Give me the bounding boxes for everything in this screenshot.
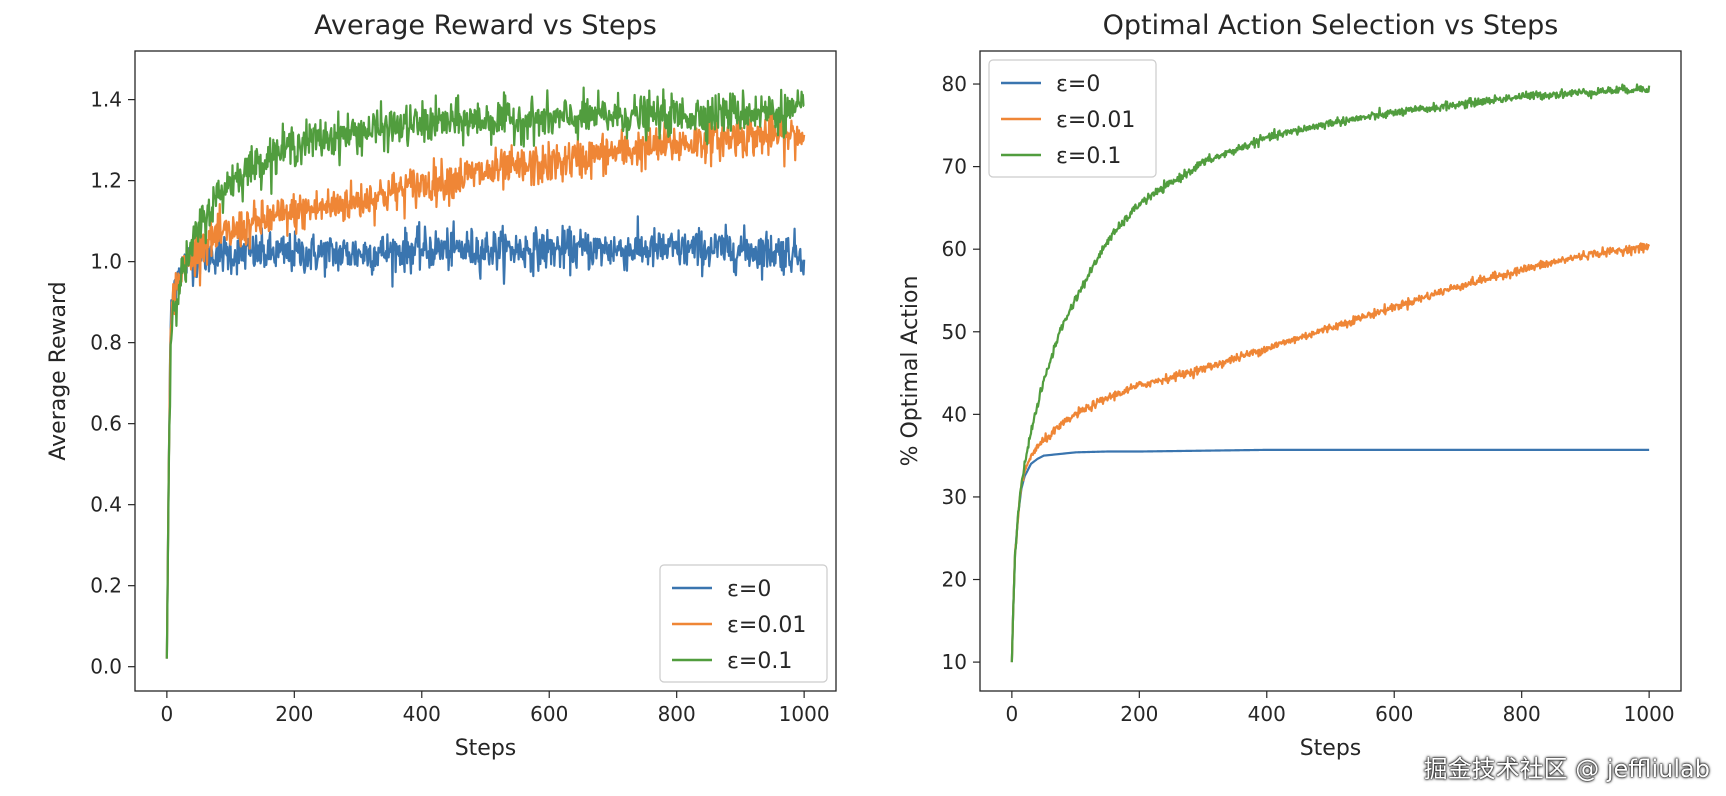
x-tick-label: 1000	[1624, 702, 1675, 726]
y-tick-label: 30	[942, 485, 967, 509]
legend-label: ε=0.1	[727, 649, 792, 674]
y-tick-label: 70	[942, 155, 967, 179]
legend-label: ε=0	[1056, 72, 1100, 97]
y-tick-label: 80	[942, 72, 967, 96]
legend-label: ε=0.1	[1056, 144, 1121, 169]
x-tick-label: 400	[1248, 702, 1286, 726]
series-line-0	[165, 215, 806, 659]
y-axis-label: Average Reward	[46, 281, 71, 460]
x-tick-label: 1000	[779, 702, 830, 726]
x-tick-label: 0	[160, 702, 173, 726]
y-tick-label: 0.6	[90, 412, 122, 436]
plot-frame	[134, 50, 837, 692]
series-line-2	[1010, 83, 1651, 663]
chart-title: Optimal Action Selection vs Steps	[1103, 10, 1559, 41]
series-line-2	[165, 86, 805, 659]
y-tick-label: 10	[942, 650, 967, 674]
legend-box	[659, 564, 828, 683]
x-tick-label: 800	[1503, 702, 1541, 726]
watermark: 掘金技术社区 @ jeffliulab	[1423, 755, 1710, 783]
x-tick-label: 800	[658, 702, 696, 726]
x-tick-label: 600	[530, 702, 568, 726]
plot-frame	[979, 50, 1682, 692]
x-axis-label: Steps	[1300, 736, 1362, 761]
chart-title: Average Reward vs Steps	[314, 10, 657, 41]
legend-label: ε=0.01	[727, 613, 806, 638]
x-tick-label: 400	[403, 702, 441, 726]
legend-label: ε=0	[727, 577, 771, 602]
y-tick-label: 0.2	[90, 574, 122, 598]
optimal-action-chart: 0 200 400 600 800 1000 10 20 30 40 50 60 70 80 Optimal…	[898, 10, 1682, 761]
legend-label: ε=0.01	[1056, 108, 1135, 133]
legend: ε=0 ε=0.01 ε=0.1	[988, 59, 1157, 178]
series-line-0	[1010, 448, 1650, 663]
series-line-1	[1010, 242, 1651, 663]
y-tick-label: 50	[942, 320, 967, 344]
x-tick-label: 0	[1005, 702, 1018, 726]
x-tick-label: 200	[275, 702, 313, 726]
y-tick-label: 20	[942, 568, 967, 592]
y-tick-label: 1.0	[90, 250, 122, 274]
y-tick-label: 0.0	[90, 655, 122, 679]
x-tick-label: 200	[1120, 702, 1158, 726]
x-tick-label: 600	[1375, 702, 1413, 726]
y-tick-label: 1.2	[90, 169, 122, 193]
series-line-1	[165, 108, 806, 659]
y-tick-label: 0.8	[90, 331, 122, 355]
legend-box	[988, 59, 1157, 178]
y-tick-label: 1.4	[90, 88, 122, 112]
x-axis-label: Steps	[455, 736, 517, 761]
y-tick-label: 40	[942, 402, 967, 426]
reward-chart: 0 200 400 600 800 1000 0.0 0.2 0.4 0.6 0.8 1.0 1.2 1.…	[46, 10, 837, 761]
y-tick-label: 60	[942, 237, 967, 261]
legend: ε=0 ε=0.01 ε=0.1	[659, 564, 828, 683]
y-axis-label: % Optimal Action	[898, 276, 923, 467]
y-tick-label: 0.4	[90, 493, 122, 517]
